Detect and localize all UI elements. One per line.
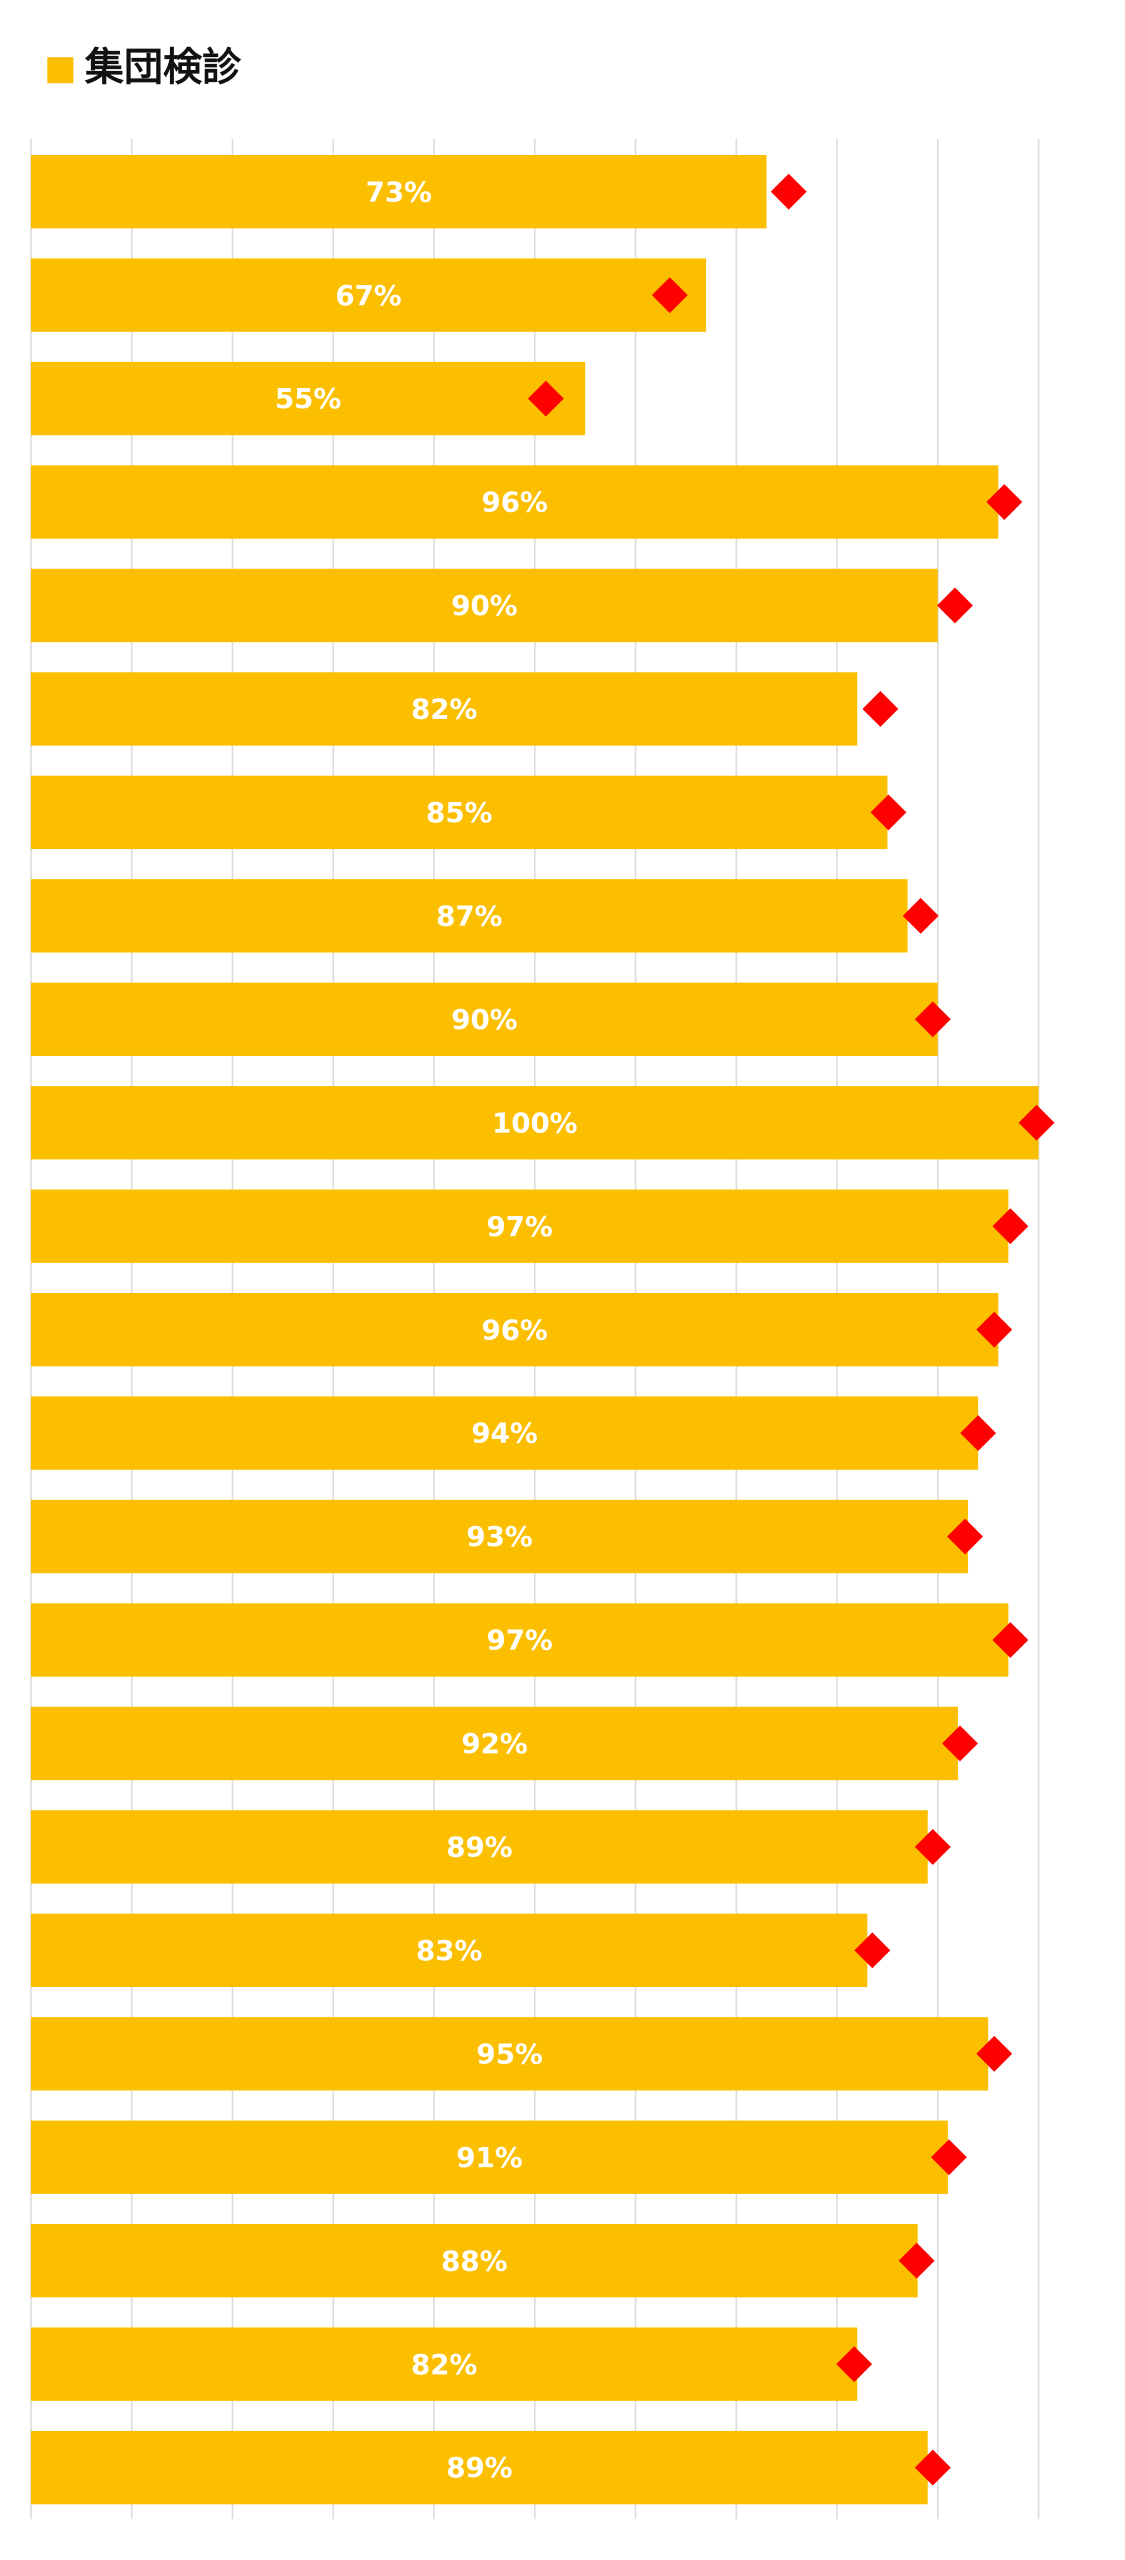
bar (30, 1603, 1009, 1677)
data-label: 95% (476, 2037, 542, 2070)
bar (30, 2120, 948, 2194)
data-label: 92% (461, 1727, 527, 1760)
marker (960, 1415, 997, 1452)
data-label: 90% (451, 1003, 517, 1036)
marker (986, 484, 1023, 520)
data-label: 67% (335, 279, 401, 312)
bar (30, 155, 767, 229)
data-label: 94% (471, 1417, 537, 1450)
bar (30, 2017, 989, 2091)
marker (937, 587, 973, 624)
marker (770, 173, 807, 210)
data-label: 82% (411, 693, 477, 726)
marker (898, 2242, 935, 2279)
bar (30, 361, 586, 436)
marker (976, 1311, 1013, 1348)
legend-label: 集団検診 (84, 46, 242, 91)
data-label: 73% (366, 175, 432, 208)
data-label: 83% (416, 1934, 482, 1967)
data-label: 90% (451, 589, 517, 622)
bar (30, 568, 938, 643)
bar (30, 2224, 918, 2298)
marker (947, 1518, 983, 1555)
data-label: 88% (441, 2244, 507, 2277)
bar (30, 465, 999, 539)
legend-swatch (47, 57, 74, 84)
data-label: 93% (466, 1520, 532, 1553)
data-label: 91% (456, 2141, 522, 2174)
marker (930, 2139, 967, 2176)
marker (902, 897, 939, 934)
marker (976, 2035, 1013, 2072)
bar (30, 982, 938, 1056)
data-label: 96% (481, 1313, 547, 1346)
bar (30, 1499, 969, 1574)
data-label: 97% (487, 1624, 553, 1657)
marker (914, 1828, 951, 1865)
bar (30, 1396, 979, 1470)
marker (870, 794, 907, 831)
bar (30, 1292, 999, 1367)
bar (30, 1086, 1039, 1160)
bar (30, 1913, 868, 1988)
data-label: 97% (487, 1210, 553, 1243)
data-label: 96% (481, 486, 547, 519)
bar (30, 879, 908, 953)
data-label: 89% (446, 1831, 512, 1864)
data-label: 85% (426, 796, 492, 829)
data-label: 100% (492, 1106, 578, 1139)
marker (992, 1622, 1029, 1658)
bar (30, 2430, 928, 2505)
marker (862, 691, 899, 727)
marker (914, 2449, 951, 2486)
bar (30, 1706, 958, 1781)
marker (854, 1932, 891, 1969)
marker (527, 380, 564, 417)
bar (30, 258, 707, 332)
bar (30, 775, 888, 850)
data-label: 55% (275, 382, 341, 415)
bar (30, 2327, 858, 2401)
bar (30, 1189, 1009, 1263)
bar (30, 672, 858, 746)
data-label: 87% (436, 899, 502, 932)
data-label: 82% (411, 2348, 477, 2381)
bar (30, 1810, 928, 1884)
data-label: 89% (446, 2451, 512, 2484)
marker (914, 1001, 951, 1038)
marker (992, 1208, 1029, 1245)
marker (942, 1725, 978, 1762)
